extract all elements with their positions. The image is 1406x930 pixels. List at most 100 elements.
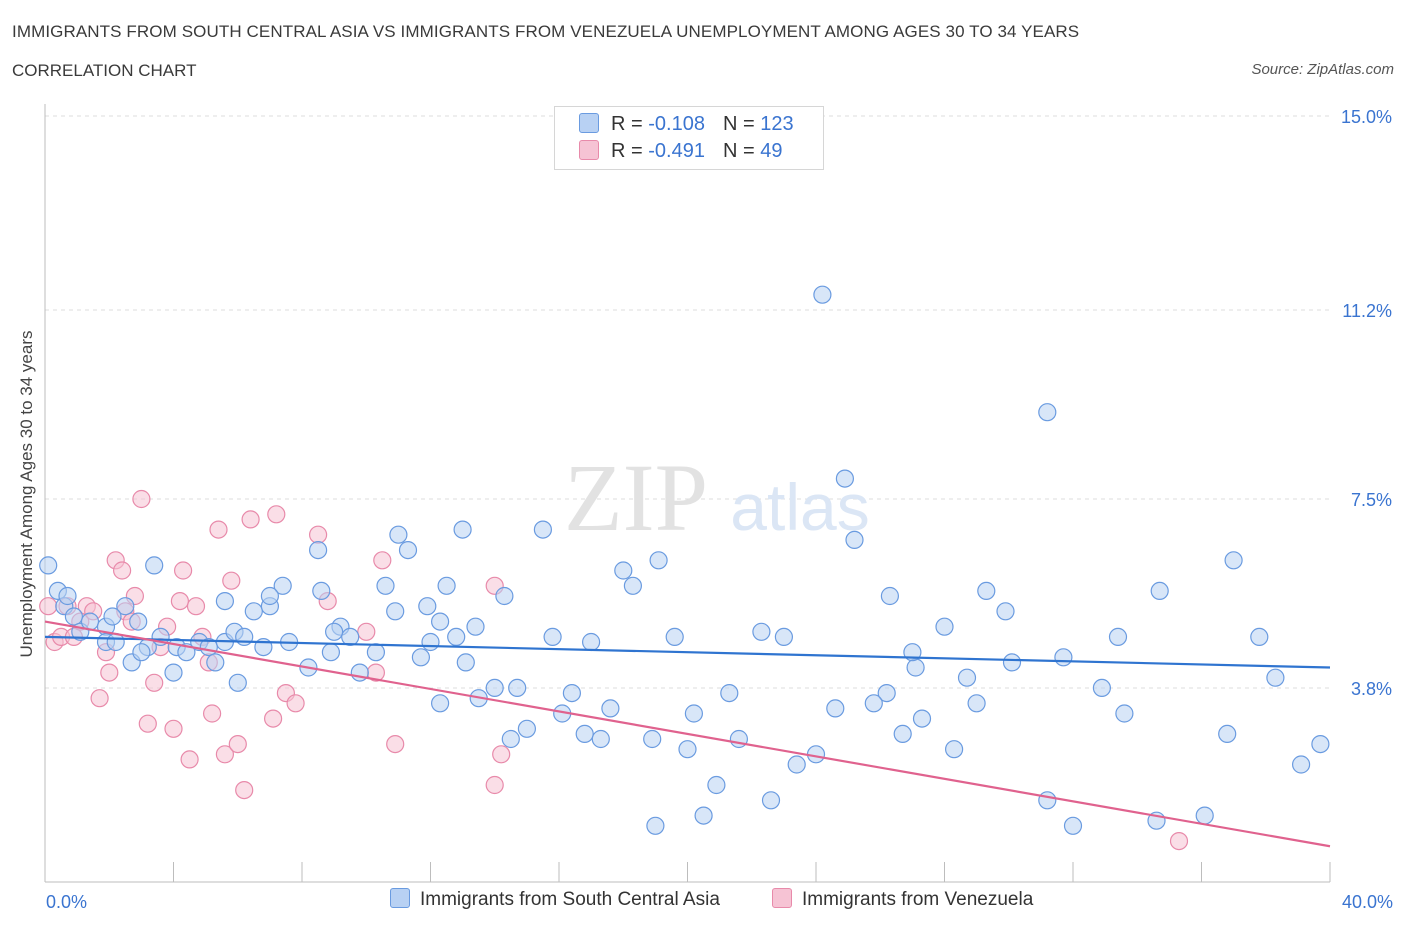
source-credit: Source: ZipAtlas.com <box>1251 61 1394 78</box>
venezuela-point <box>209 520 228 539</box>
venezuela-point <box>215 745 234 764</box>
y-tick-label: 15.0% <box>1341 107 1392 127</box>
south-central-asia-point <box>581 632 601 652</box>
venezuela-point <box>1169 831 1189 851</box>
south-central-asia-point <box>376 576 395 595</box>
venezuela-point <box>485 775 504 795</box>
bottom-legend-venezuela: Immigrants from Venezuela <box>772 888 1033 911</box>
south-central-asia-point <box>215 591 234 611</box>
south-central-asia-point <box>1115 704 1134 723</box>
south-central-asia-point <box>694 806 713 825</box>
south-central-asia-point <box>967 694 986 713</box>
south-central-asia-trend-line <box>44 635 1331 669</box>
south-central-asia-point <box>1218 724 1237 744</box>
south-central-asia-point <box>421 632 440 652</box>
south-central-asia-point <box>935 617 954 636</box>
south-central-asia-point <box>533 520 553 539</box>
y-tick-label: 7.5% <box>1351 490 1392 510</box>
chart-subtitle: CORRELATION CHART <box>12 61 197 80</box>
venezuela-point <box>186 597 206 616</box>
legend-r-label: R = <box>611 113 643 135</box>
venezuela-point <box>112 561 132 580</box>
south-central-asia-point <box>386 602 405 621</box>
south-central-asia-point <box>813 285 832 304</box>
south-central-asia-point <box>312 581 331 601</box>
correlation-legend: R = -0.108 N = 123 R = -0.491 N = 49 <box>554 106 824 170</box>
south-central-asia-point <box>273 576 292 595</box>
south-central-asia-point <box>845 530 864 550</box>
south-central-asia-point <box>418 597 437 616</box>
south-central-asia-point <box>1108 627 1128 647</box>
south-central-asia-point <box>325 622 344 641</box>
venezuela-point <box>170 591 189 611</box>
venezuela-point <box>180 750 199 769</box>
legend-swatch-blue <box>579 113 599 133</box>
venezuela-point <box>492 745 511 764</box>
south-central-asia-point <box>893 724 912 744</box>
watermark: ZIP atlas <box>564 444 870 551</box>
south-central-asia-point <box>1054 648 1073 667</box>
south-central-asia-point <box>1150 581 1169 601</box>
watermark-zip: ZIP <box>564 444 708 551</box>
south-central-asia-point <box>787 755 806 774</box>
south-central-asia-point <box>341 627 360 647</box>
venezuela-point <box>357 622 376 641</box>
bottom-legend-label: Immigrants from Venezuela <box>802 889 1034 910</box>
south-central-asia-point <box>646 816 665 835</box>
venezuela-point <box>203 704 222 723</box>
south-central-asia-point <box>996 602 1015 621</box>
south-central-asia-point <box>720 683 739 703</box>
south-central-asia-point <box>1038 403 1057 422</box>
south-central-asia-point <box>826 699 845 718</box>
venezuela-trend-line <box>44 620 1331 848</box>
south-central-asia-point <box>501 729 520 749</box>
south-central-asia-point <box>466 617 485 636</box>
legend-r-value: -0.108 <box>648 113 705 135</box>
south-central-asia-point <box>601 699 620 718</box>
venezuela-point <box>235 780 254 800</box>
south-central-asia-point <box>761 791 781 810</box>
y-tick-label: 3.8% <box>1351 679 1392 699</box>
legend-n-value: 49 <box>760 140 783 162</box>
legend-row-south-central-asia: R = -0.108 N = 123 <box>579 113 794 137</box>
south-central-asia-point <box>957 668 977 687</box>
south-central-asia-point <box>1092 678 1112 698</box>
south-central-asia-point <box>977 581 996 601</box>
south-central-asia-point <box>1195 806 1214 825</box>
x-tick-label: 0.0% <box>46 892 87 912</box>
axes <box>44 104 1331 883</box>
south-central-asia-point <box>508 678 527 698</box>
south-central-asia-point <box>437 576 456 595</box>
south-central-asia-point <box>398 540 418 560</box>
venezuela-point <box>174 561 193 580</box>
south-central-asia-point <box>623 576 643 595</box>
south-central-asia-point <box>707 775 726 795</box>
venezuela-point <box>164 719 183 738</box>
venezuela-point <box>267 505 286 524</box>
south-central-asia-point <box>912 709 932 728</box>
south-central-asia-point <box>495 586 514 606</box>
south-central-asia-point <box>411 648 430 667</box>
south-central-asia-point <box>389 525 408 544</box>
south-central-asia-point <box>447 627 466 647</box>
south-central-asia-point <box>944 740 964 759</box>
south-central-asia-points <box>39 285 1330 835</box>
venezuela-point <box>100 663 119 682</box>
south-central-asia-point <box>431 612 450 631</box>
venezuela-point <box>145 673 164 692</box>
south-central-asia-point <box>1291 755 1311 774</box>
legend-n-label: N = <box>722 113 755 135</box>
bottom-legend-label: Immigrants from South Central Asia <box>420 889 720 910</box>
legend-r-label: R = <box>611 140 643 162</box>
south-central-asia-point <box>145 556 164 575</box>
bottom-legend-swatch-blue <box>390 888 410 908</box>
tick-labels: 3.8% 7.5% 11.2% 15.0% 0.0% 40.0% <box>46 107 1393 912</box>
venezuela-point <box>39 597 58 616</box>
venezuela-point <box>373 551 392 570</box>
legend-swatch-pink <box>579 140 599 160</box>
south-central-asia-point <box>58 586 77 606</box>
south-central-asia-point <box>39 556 58 575</box>
south-central-asia-point <box>132 643 151 662</box>
y-tick-label: 11.2% <box>1342 301 1392 321</box>
